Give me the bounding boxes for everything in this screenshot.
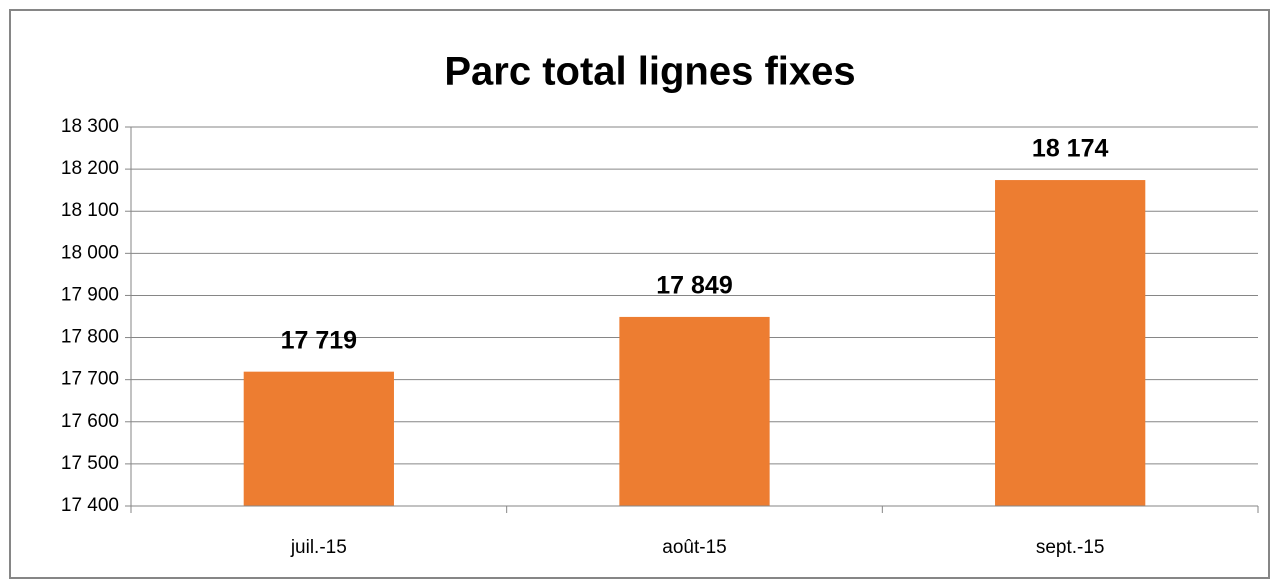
x-tick-label: août-15: [662, 537, 726, 558]
y-tick-label: 18 000: [61, 242, 119, 263]
y-tick-label: 18 200: [61, 158, 119, 179]
y-tick-label: 17 700: [61, 369, 119, 390]
y-tick-label: 17 900: [61, 284, 119, 305]
y-tick-label: 17 400: [61, 495, 119, 516]
value-label: 17 849: [656, 272, 732, 300]
value-label: 18 174: [1032, 135, 1109, 163]
y-tick-label: 18 300: [61, 116, 119, 137]
y-tick-label: 17 800: [61, 327, 119, 348]
value-label: 17 719: [281, 326, 357, 354]
y-tick-label: 18 100: [61, 200, 119, 221]
bar: [619, 316, 770, 506]
chart-title: Parc total lignes fixes: [444, 50, 855, 94]
x-tick-label: juil.-15: [290, 537, 347, 558]
x-tick-label: sept.-15: [1036, 537, 1105, 558]
y-tick-label: 17 600: [61, 411, 119, 432]
y-tick-label: 17 500: [61, 453, 119, 474]
bar: [243, 371, 394, 506]
bar: [995, 180, 1146, 506]
